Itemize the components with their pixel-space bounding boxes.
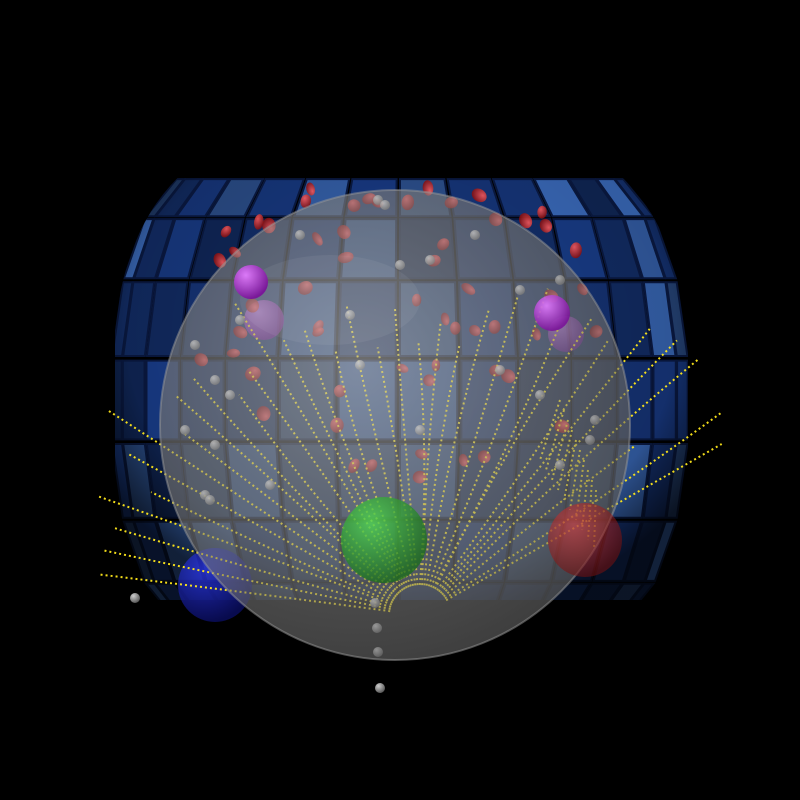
electrode <box>537 205 547 219</box>
electrode <box>519 213 533 229</box>
electrode <box>569 242 582 259</box>
electrode <box>471 188 487 203</box>
probe-point <box>130 593 140 603</box>
marker-sphere <box>534 295 570 331</box>
electrode <box>254 214 264 230</box>
electrode <box>300 194 312 208</box>
electrode <box>306 182 316 196</box>
electrode <box>539 218 553 233</box>
probe-point <box>375 683 385 693</box>
marker-group-front <box>234 265 622 583</box>
electrode <box>220 225 232 238</box>
marker-sphere <box>341 497 427 583</box>
inner-sphere-surface <box>159 189 631 661</box>
field-line <box>441 357 701 596</box>
marker-sphere <box>548 503 622 577</box>
marker-sphere <box>234 265 268 299</box>
inner-sphere-highlight <box>240 255 420 345</box>
inner-sphere <box>159 189 631 661</box>
